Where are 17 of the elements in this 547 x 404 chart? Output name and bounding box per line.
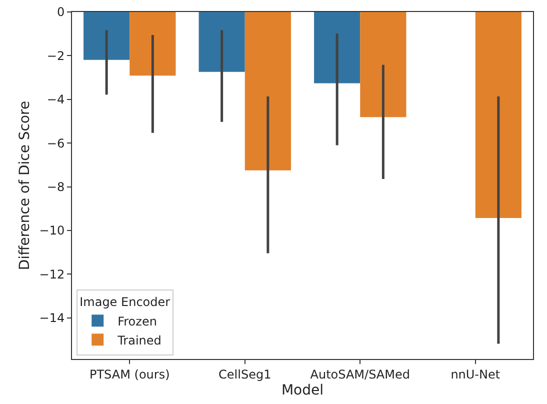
x-tick-label: nnU-Net <box>450 367 500 382</box>
legend-title: Image Encoder <box>80 295 170 310</box>
y-tick-label: −10 <box>39 224 65 238</box>
y-axis-title: Difference of Dice Score <box>16 100 33 270</box>
x-tick-label: AutoSAM/SAMed <box>310 367 410 382</box>
y-tick-label: 0 <box>56 5 65 20</box>
legend-label: Frozen <box>118 314 157 328</box>
x-tick-label: PTSAM (ours) <box>89 367 170 382</box>
x-tick-label: CellSeg1 <box>218 367 272 382</box>
y-tick-label: −8 <box>46 180 65 194</box>
x-axis-title: Model <box>281 382 324 399</box>
y-tick-label: −2 <box>46 48 65 63</box>
legend-label: Trained <box>116 333 162 348</box>
y-tick-label: −14 <box>39 311 65 326</box>
y-tick-label: −12 <box>39 267 65 282</box>
y-tick-label: −4 <box>46 92 65 107</box>
y-tick-label: −6 <box>46 136 65 150</box>
